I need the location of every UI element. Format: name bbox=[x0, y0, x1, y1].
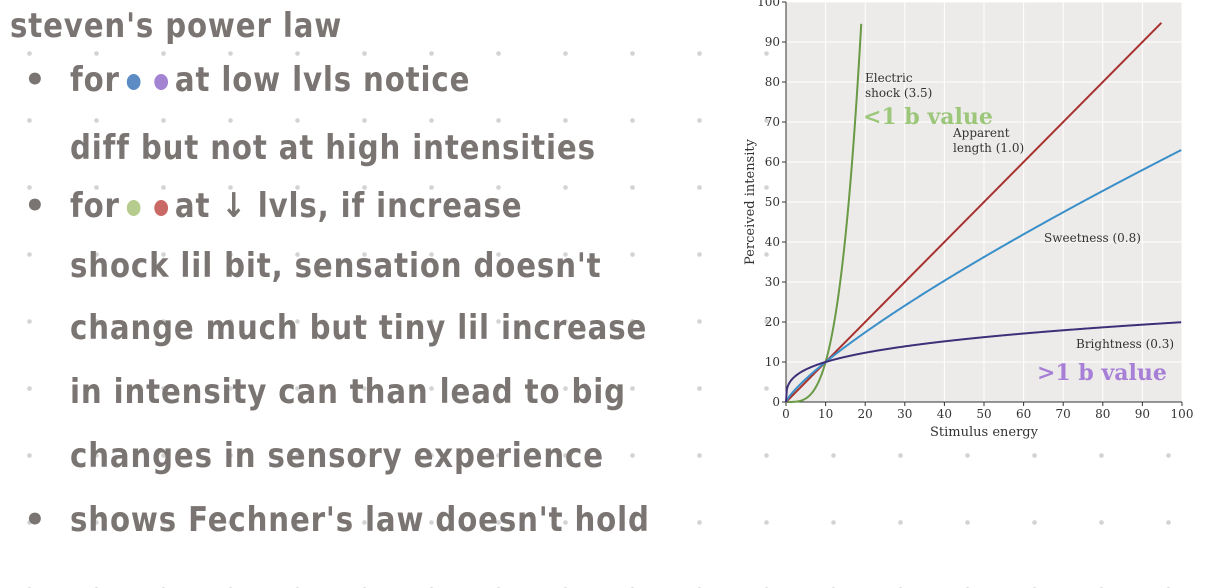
x-tick-label: 100 bbox=[1171, 407, 1194, 421]
series-label-sweetness: Sweetness (0.8) bbox=[1044, 231, 1141, 245]
y-tick-label: 90 bbox=[765, 35, 780, 49]
series-label-electric-shock: shock (3.5) bbox=[865, 86, 932, 100]
series-line-sweetness bbox=[785, 149, 1182, 403]
note-line: changes in sensory experience bbox=[70, 436, 604, 476]
series-label-brightness: Brightness (0.3) bbox=[1076, 337, 1174, 351]
note-line: shows Fechner's law doesn't hold bbox=[70, 500, 650, 540]
bullet-point: • bbox=[24, 186, 47, 226]
note-text: for bbox=[70, 60, 120, 100]
x-tick-label: 60 bbox=[1016, 407, 1031, 421]
x-tick-label: 20 bbox=[858, 407, 873, 421]
y-tick-label: 80 bbox=[765, 75, 780, 89]
y-tick-label: 10 bbox=[765, 355, 780, 369]
note-line: change much but tiny lil increase bbox=[70, 308, 647, 348]
color-dot-icon bbox=[154, 199, 168, 216]
x-tick-label: 90 bbox=[1135, 407, 1150, 421]
y-tick-label: 70 bbox=[765, 115, 780, 129]
y-tick-label: 100 bbox=[757, 0, 780, 9]
x-tick-label: 10 bbox=[818, 407, 833, 421]
series-line-electric-shock bbox=[786, 23, 863, 403]
y-tick-label: 20 bbox=[765, 315, 780, 329]
annotation-b-value: >1 b value bbox=[1037, 360, 1167, 386]
note-text: change much but tiny lil increase bbox=[70, 308, 648, 348]
x-axis-label: Stimulus energy bbox=[930, 425, 1039, 440]
series-line-apparent-length bbox=[785, 22, 1163, 403]
y-tick-label: 60 bbox=[765, 155, 780, 169]
note-text: at ↓ lvls, if increase bbox=[174, 186, 523, 226]
note-text: shock lil bit, sensation doesn't bbox=[70, 246, 602, 286]
note-line: diff but not at high intensities bbox=[70, 128, 596, 168]
handwritten-notes: steven's power law • for at low lvls notice… bbox=[10, 6, 650, 540]
x-tick-label: 50 bbox=[976, 407, 991, 421]
color-dot-icon bbox=[154, 73, 168, 90]
x-tick-label: 40 bbox=[937, 407, 952, 421]
x-tick-label: 80 bbox=[1095, 407, 1110, 421]
color-dot-icon bbox=[126, 73, 141, 90]
note-text: in intensity can than lead to big bbox=[70, 372, 626, 412]
note-line: for at low lvls notice bbox=[70, 60, 470, 100]
stevens-power-law-chart: 0 10 20 30 40 50 60 70 80 90 100 0 10 20 30 40 50 60 70 80 9… bbox=[743, 0, 1194, 440]
series-label-apparent-length: length (1.0) bbox=[953, 141, 1024, 155]
y-axis-label: Perceived intensity bbox=[743, 138, 758, 265]
note-line: in intensity can than lead to big bbox=[70, 372, 626, 412]
note-text: for bbox=[70, 186, 120, 226]
series-label-apparent-length: Apparent bbox=[952, 126, 1010, 140]
note-text: at low lvls notice bbox=[174, 60, 471, 100]
y-tick-label: 30 bbox=[765, 275, 780, 289]
series-line-brightness bbox=[785, 321, 1182, 403]
annotation-b-value: <1 b value bbox=[863, 104, 993, 130]
x-tick-label: 30 bbox=[897, 407, 912, 421]
note-text: shows Fechner's law doesn't hold bbox=[70, 500, 650, 540]
note-line: shock lil bit, sensation doesn't bbox=[70, 246, 602, 286]
bullet-point: • bbox=[24, 500, 47, 540]
x-tick-label: 0 bbox=[782, 407, 790, 421]
x-tick-label: 70 bbox=[1056, 407, 1071, 421]
series-label-electric-shock: Electric bbox=[865, 71, 913, 85]
y-tick-label: 40 bbox=[765, 235, 780, 249]
notes-title: steven's power law bbox=[10, 6, 343, 46]
note-line: for at ↓ lvls, if increase bbox=[70, 186, 522, 226]
color-dot-icon bbox=[126, 199, 141, 216]
bullet-point: • bbox=[24, 60, 47, 100]
note-text: changes in sensory experience bbox=[70, 436, 604, 476]
y-tick-label: 0 bbox=[772, 395, 780, 409]
y-tick-label: 50 bbox=[765, 195, 780, 209]
note-text: diff but not at high intensities bbox=[70, 128, 596, 168]
